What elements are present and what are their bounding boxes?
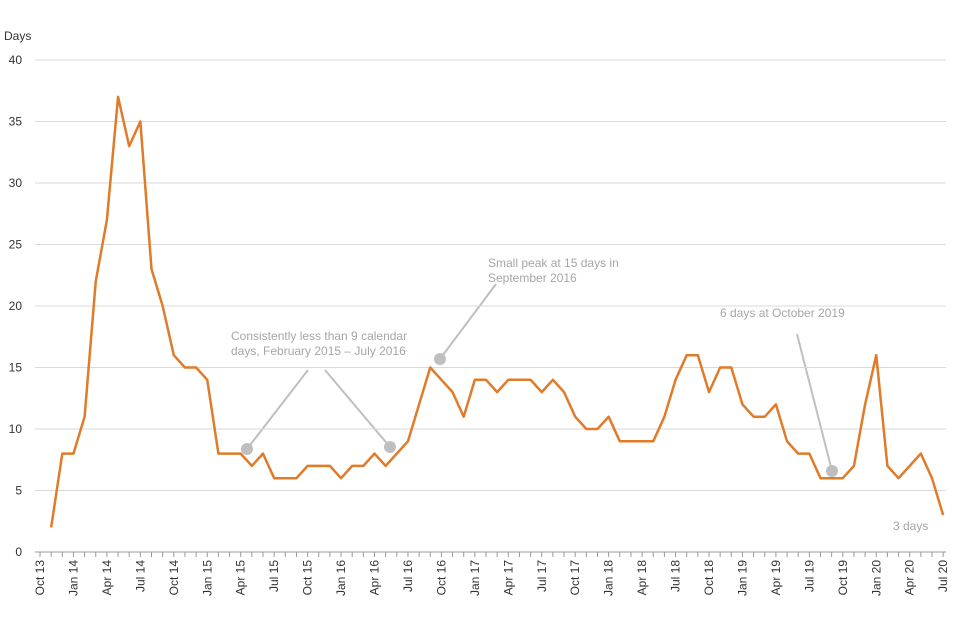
leader-line — [796, 333, 833, 472]
x-tick-label: Oct 13 — [33, 560, 47, 596]
x-tick-label: Apr 20 — [903, 560, 917, 596]
x-tick-label: Jul 16 — [401, 560, 415, 592]
x-tick-label: Jul 19 — [802, 560, 816, 592]
x-tick-label: Apr 19 — [769, 560, 783, 596]
marker — [434, 353, 446, 365]
x-tick-label: Jul 20 — [936, 560, 950, 592]
x-tick-label: Apr 14 — [100, 560, 114, 596]
x-tick-label: Oct 16 — [434, 560, 448, 596]
annotation-leaders — [246, 283, 833, 472]
y-axis-label: Days — [4, 29, 31, 43]
x-tick-label: Apr 18 — [635, 560, 649, 596]
marker — [241, 443, 253, 455]
x-tick-label: Oct 15 — [301, 560, 315, 596]
data-line — [49, 95, 945, 528]
x-tick-label: Jan 18 — [602, 560, 616, 596]
x-tick-label: Oct 14 — [167, 560, 181, 596]
annotation-markers — [241, 353, 838, 477]
x-tick-label: Jan 19 — [735, 560, 749, 596]
leader-line — [324, 369, 391, 448]
annotation: September 2016 — [488, 271, 577, 285]
marker — [384, 441, 396, 453]
x-tick-label: Jan 16 — [334, 560, 348, 596]
x-tick-label: Apr 15 — [234, 560, 248, 596]
x-tick-label: Jan 14 — [66, 560, 80, 596]
leader-line — [439, 283, 497, 360]
x-tick-label: Jul 18 — [669, 560, 683, 592]
y-tick-label: 25 — [9, 238, 23, 252]
y-tick-label: 10 — [9, 422, 23, 436]
y-tick-label: 40 — [9, 53, 23, 67]
x-tick-label: Jan 15 — [200, 560, 214, 596]
x-tick-label: Oct 17 — [568, 560, 582, 596]
x-tick-label: Oct 19 — [836, 560, 850, 596]
annotation: 6 days at October 2019 — [720, 306, 845, 320]
y-tick-label: 15 — [9, 361, 23, 375]
y-tick-label: 30 — [9, 176, 23, 190]
x-tick-label: Jul 17 — [535, 560, 549, 592]
y-tick-label: 5 — [15, 484, 22, 498]
x-tick-label: Apr 17 — [501, 560, 515, 596]
annotation: 3 days — [893, 519, 928, 533]
y-tick-label: 35 — [9, 115, 23, 129]
x-tick-label: Jan 20 — [869, 560, 883, 596]
annotation: Consistently less than 9 calendar — [231, 329, 407, 343]
y-tick-label: 20 — [9, 299, 23, 313]
x-tick-label: Jul 15 — [267, 560, 281, 592]
annotation: days, February 2015 – July 2016 — [231, 344, 406, 358]
x-tick-label: Jan 17 — [468, 560, 482, 596]
x-tick-label: Apr 16 — [368, 560, 382, 596]
y-tick-label: 0 — [15, 545, 22, 559]
leader-line — [246, 369, 309, 450]
marker — [826, 465, 838, 477]
annotation: Small peak at 15 days in — [488, 256, 619, 270]
x-tick-label: Jul 14 — [133, 560, 147, 592]
x-tick-label: Oct 18 — [702, 560, 716, 596]
